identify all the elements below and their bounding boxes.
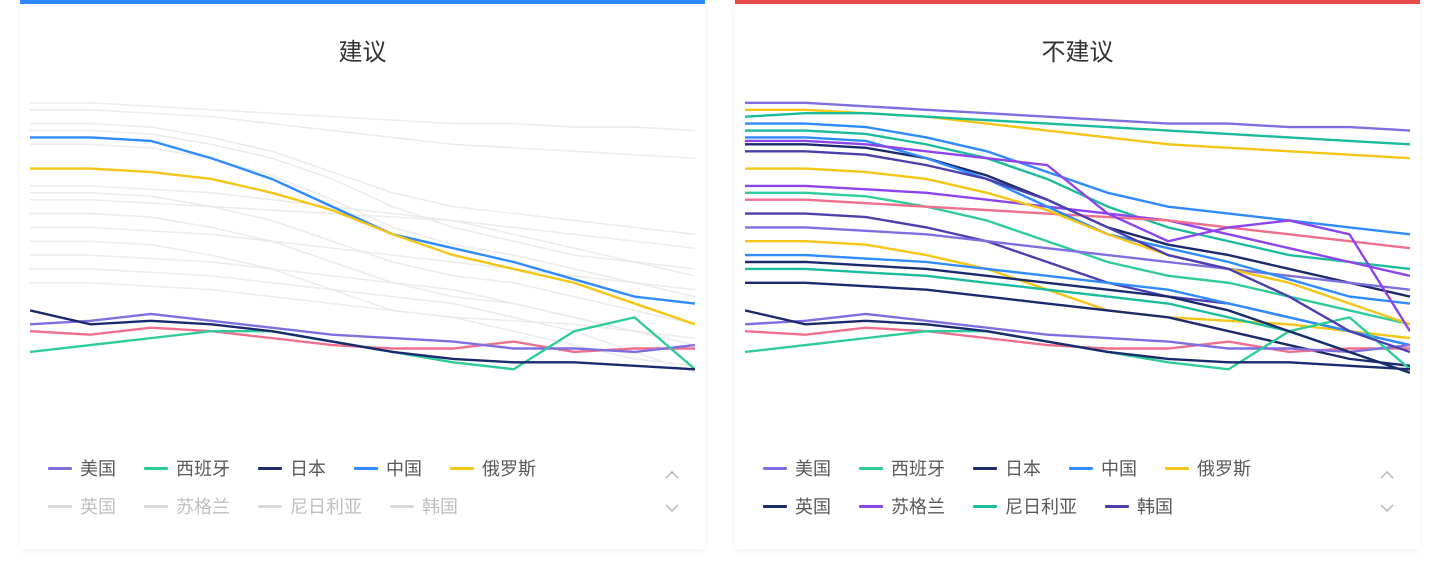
series-line-西班牙 [30,317,695,369]
background-line [30,110,695,158]
chevron-down-icon[interactable] [665,501,679,517]
legend-swatch [1105,505,1129,508]
legend-scroll-arrows [1380,467,1394,517]
legend-item-苏格兰[interactable]: 苏格兰 [859,493,945,519]
legend-item-苏格兰[interactable]: 苏格兰 [144,493,230,519]
legend-label: 日本 [290,455,326,481]
legend-label: 俄罗斯 [482,455,536,481]
background-line [30,200,695,248]
legend-label: 中国 [386,455,422,481]
extra-series-line [745,283,1410,366]
legend: 美国 西班牙 日本 中国 俄罗斯英国 苏格兰 尼日利亚 韩国 [20,435,705,549]
legend-item-尼日利亚[interactable]: 尼日利亚 [258,493,362,519]
legend-label: 韩国 [422,493,458,519]
legend-swatch [1165,467,1189,470]
legend-item-尼日利亚[interactable]: 尼日利亚 [973,493,1077,519]
legend-swatch [973,505,997,508]
legend-label: 日本 [1005,455,1041,481]
background-line [30,131,695,269]
legend-swatch [354,467,378,470]
background-line [30,283,695,366]
legend-item-西班牙[interactable]: 西班牙 [144,455,230,481]
legend-item-俄罗斯[interactable]: 俄罗斯 [1165,455,1251,481]
chevron-down-icon[interactable] [1380,501,1394,517]
legend-label: 英国 [80,493,116,519]
legend-item-美国[interactable]: 美国 [48,455,116,481]
extra-series-line [745,110,1410,158]
legend-swatch [1069,467,1093,470]
legend-item-俄罗斯[interactable]: 俄罗斯 [450,455,536,481]
legend-label: 美国 [795,455,831,481]
legend-swatch [450,467,474,470]
legend-swatch [144,505,168,508]
legend-item-日本[interactable]: 日本 [258,455,326,481]
legend-item-英国[interactable]: 英国 [48,493,116,519]
legend-item-中国[interactable]: 中国 [1069,455,1137,481]
legend-scroll-arrows [665,467,679,517]
legend-swatch [48,467,72,470]
panel-title: 建议 [20,4,705,89]
line-chart [30,89,695,435]
legend-label: 英国 [795,493,831,519]
legend-label: 西班牙 [891,455,945,481]
legend-swatch [859,467,883,470]
legend-swatch [859,505,883,508]
legend-label: 尼日利亚 [290,493,362,519]
chart-panel-recommended: 建议美国 西班牙 日本 中国 俄罗斯英国 苏格兰 尼日利亚 韩国 [20,0,705,549]
series-line-西班牙 [745,317,1410,369]
legend-item-美国[interactable]: 美国 [763,455,831,481]
legend-label: 中国 [1101,455,1137,481]
legend-item-中国[interactable]: 中国 [354,455,422,481]
background-line [30,186,695,276]
legend-item-日本[interactable]: 日本 [973,455,1041,481]
legend-swatch [390,505,414,508]
legend-label: 苏格兰 [891,493,945,519]
legend-item-韩国[interactable]: 韩国 [1105,493,1173,519]
legend-label: 西班牙 [176,455,230,481]
chart-area [735,89,1420,435]
legend-swatch [258,467,282,470]
legend-label: 俄罗斯 [1197,455,1251,481]
legend-label: 韩国 [1137,493,1173,519]
legend-swatch [258,505,282,508]
extra-series-line [745,131,1410,269]
legend-label: 美国 [80,455,116,481]
legend-item-西班牙[interactable]: 西班牙 [859,455,945,481]
legend-item-英国[interactable]: 英国 [763,493,831,519]
legend: 美国 西班牙 日本 中国 俄罗斯英国 苏格兰 尼日利亚 韩国 [735,435,1420,549]
chevron-up-icon[interactable] [1380,467,1394,483]
panel-title: 不建议 [735,4,1420,89]
legend-label: 苏格兰 [176,493,230,519]
chart-panel-not-recommended: 不建议美国 西班牙 日本 中国 俄罗斯英国 苏格兰 尼日利亚 韩国 [735,0,1420,549]
legend-swatch [973,467,997,470]
legend-swatch [763,467,787,470]
legend-swatch [48,505,72,508]
legend-swatch [144,467,168,470]
legend-swatch [763,505,787,508]
legend-label: 尼日利亚 [1005,493,1077,519]
extra-series-line [745,186,1410,276]
background-line [30,193,695,324]
chart-area [20,89,705,435]
line-chart [745,89,1410,435]
legend-item-韩国[interactable]: 韩国 [390,493,458,519]
chevron-up-icon[interactable] [665,467,679,483]
